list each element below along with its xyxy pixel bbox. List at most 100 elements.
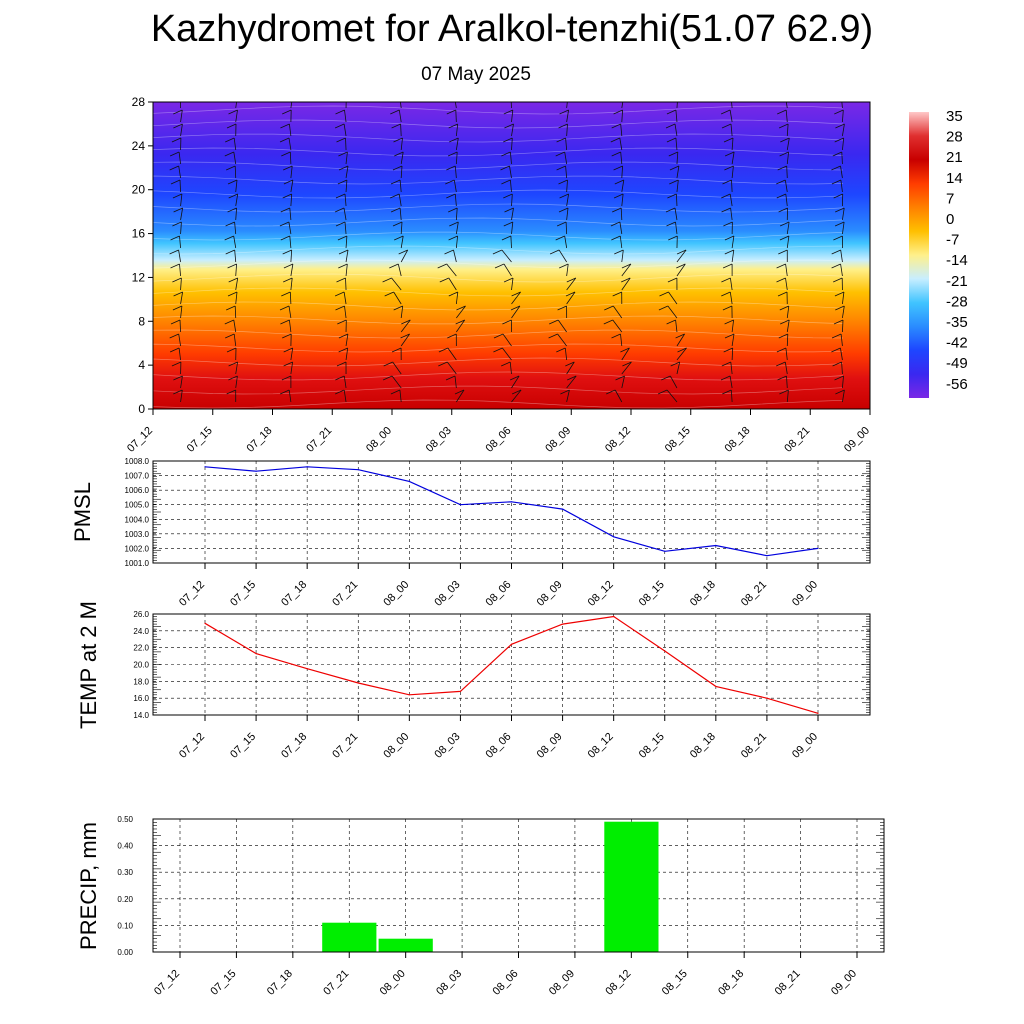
wind-barb — [400, 333, 410, 347]
wind-barb-flag — [338, 263, 348, 269]
wind-barb — [235, 263, 237, 277]
wind-barb-flag — [446, 165, 456, 171]
wind-barb — [620, 123, 623, 137]
wind-barb-flag — [668, 235, 678, 241]
wind-barb-flag — [227, 207, 237, 213]
wind-barb-flag — [335, 375, 345, 381]
y-tick-label: 18.0 — [133, 677, 149, 686]
wind-barb — [786, 123, 789, 137]
wind-barb-flag — [455, 319, 465, 325]
wind-barb-flag — [778, 123, 789, 129]
x-tick-label: 08_00 — [378, 968, 408, 998]
wind-barb — [731, 137, 734, 151]
wind-barb-flag — [548, 333, 558, 339]
precip-bar — [378, 938, 433, 952]
wind-barb-flag — [492, 249, 503, 255]
wind-barb — [400, 151, 404, 165]
x-tick-label: 07_15 — [185, 425, 215, 455]
wind-barb — [345, 179, 348, 193]
wind-barb — [511, 221, 514, 235]
panel-frame — [152, 460, 871, 564]
wind-barb — [455, 207, 458, 221]
wind-barb-flag — [556, 165, 566, 171]
y-axis-label: TEMP at 2 M — [76, 601, 101, 729]
wind-barb — [730, 277, 733, 291]
wind-barb — [179, 235, 181, 249]
wind-barb-flag — [282, 249, 292, 255]
y-tick-label: 0 — [138, 402, 145, 416]
wind-barb — [180, 389, 183, 403]
wind-barb — [731, 102, 733, 109]
wind-barb — [502, 333, 512, 347]
wind-barb — [842, 305, 845, 319]
wind-barb — [510, 235, 512, 249]
wind-barb — [509, 361, 512, 375]
wind-barb-flag — [669, 165, 680, 171]
wind-barb-flag — [282, 109, 292, 115]
colorbar-fill — [909, 112, 929, 398]
wind-barb — [840, 347, 843, 361]
wind-barb-flag — [337, 235, 348, 241]
wind-barb-flag — [454, 389, 465, 395]
series-point — [357, 682, 359, 684]
y-axis-label: PRECIP, mm — [76, 822, 101, 950]
wind-barb — [786, 375, 788, 389]
wind-barb — [180, 221, 182, 235]
wind-barb — [621, 277, 631, 291]
wind-barb — [674, 207, 678, 221]
wind-barb — [840, 249, 843, 263]
wind-barb-flag — [610, 137, 620, 143]
wind-barb — [455, 151, 458, 165]
wind-barb-flag — [383, 361, 393, 367]
wind-barb-flag — [661, 375, 671, 381]
wind-barb — [621, 263, 632, 277]
wind-barb-flag — [172, 96, 181, 100]
wind-barb — [564, 235, 568, 249]
x-tick-label: 08_03 — [434, 968, 464, 998]
contour-line — [153, 301, 844, 311]
wind-barb — [399, 389, 402, 403]
wind-barb-flag — [667, 193, 677, 199]
wind-barb — [400, 102, 402, 109]
wind-barb — [566, 361, 575, 375]
series-point — [715, 685, 717, 688]
wind-barb-flag — [832, 151, 842, 157]
wind-barb — [784, 179, 788, 193]
wind-barb — [620, 207, 623, 221]
wind-barb-flag — [445, 96, 454, 100]
series-point — [664, 550, 666, 552]
x-tick-label: 07_18 — [279, 579, 309, 609]
wind-barb-flag — [621, 277, 631, 283]
wind-barb-flag — [283, 277, 293, 283]
x-tick-label: 08_21 — [773, 968, 803, 998]
x-tick-label: 08_09 — [543, 425, 573, 455]
wind-barb-flag — [833, 193, 843, 199]
wind-barb-flag — [391, 96, 400, 100]
colorbar-label: 14 — [946, 170, 963, 187]
wind-barb — [786, 305, 790, 319]
series-point — [817, 712, 819, 714]
wind-barb — [178, 165, 181, 179]
y-tick-label: 1007.0 — [125, 472, 150, 481]
series-point — [510, 501, 513, 503]
wind-barb — [290, 263, 294, 277]
colorbar: 35 28 21 14 7 0 -7 -14 -21 -28 -35 -42 -49 -56 — [909, 108, 968, 398]
series-point — [562, 623, 564, 625]
wind-barb-flag — [227, 291, 238, 297]
series-point — [204, 622, 206, 624]
colorbar-label: -7 — [946, 232, 959, 249]
wind-barb-flag — [834, 137, 844, 143]
wind-barb — [453, 249, 457, 263]
wind-barb — [456, 319, 466, 333]
series-point — [766, 697, 768, 699]
wind-barb-flag — [504, 123, 514, 129]
heatmap-panel: 0 4 8 12 16 20 24 28 07_12 07_15 07_18 07_21 08_00 08… — [125, 95, 872, 455]
wind-barb — [180, 123, 183, 137]
contour-line — [153, 217, 844, 227]
wind-barb — [235, 102, 237, 109]
colorbar-label: -56 — [946, 376, 968, 393]
wind-barb — [343, 123, 347, 137]
wind-barb-flag — [448, 151, 458, 157]
wind-barb — [179, 319, 181, 333]
wind-barb — [730, 207, 733, 221]
